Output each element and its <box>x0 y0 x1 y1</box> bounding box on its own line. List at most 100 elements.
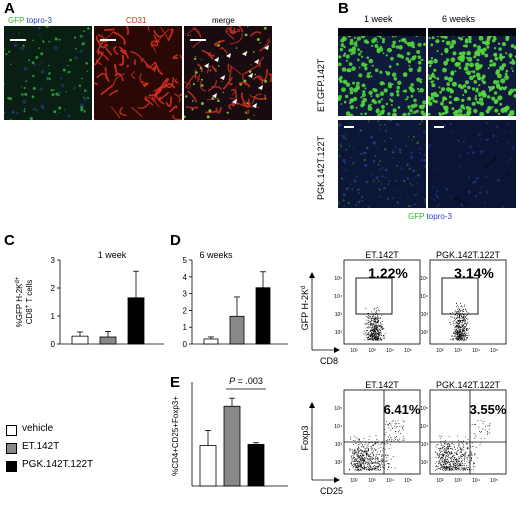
panel-letter-a: A <box>4 0 15 17</box>
flow-y-tick: 10⁵ <box>420 406 428 412</box>
flow-y-tick: 10² <box>421 460 429 466</box>
panel-letter-b: B <box>338 0 349 17</box>
flow-y-tick: 10⁵ <box>334 406 342 412</box>
micrograph-b-pgk-1week <box>338 120 426 208</box>
panel-b-row-label-1: ET.GFP.142T <box>316 58 326 112</box>
y-tick-label: 3 <box>51 256 56 265</box>
legend-swatch-pgk <box>6 461 17 472</box>
flow-y-tick: 10³ <box>335 312 343 318</box>
micrograph-b-et-1week <box>338 28 426 116</box>
y-axis-label: CD8+ T cells <box>25 280 34 325</box>
bar <box>203 338 219 345</box>
flow-y-arrowhead <box>309 272 315 278</box>
flow-x-tick: 10⁵ <box>490 348 498 354</box>
merge-label: merge <box>212 16 235 25</box>
flow-x-tick: 10⁴ <box>472 478 480 484</box>
flow-x-tick: 10⁵ <box>490 478 498 484</box>
panel-b-legend-gfp: GFP <box>408 212 425 221</box>
panel-b-col-label-2: 6 weeks <box>442 14 476 24</box>
chart-title: 6 weeks <box>199 250 233 260</box>
flow-x-tick: 10⁴ <box>386 348 394 354</box>
legend-label-et142t: ET.142T <box>22 441 60 452</box>
flow-y-tick: 10² <box>421 330 429 336</box>
flow-plot-title: PGK.142T.122T <box>436 380 501 390</box>
flow-x-tick: 10⁵ <box>404 348 412 354</box>
flow-plots-e: Foxp3 CD25 ET.142T 10² 10² 10³ 10³ 10⁴ 10⁴ 10⁵ 10⁵… <box>300 380 507 496</box>
panel-b-legend: GFP topro-3 <box>408 212 452 221</box>
bar <box>71 335 89 345</box>
flow-y-tick: 10³ <box>421 442 429 448</box>
flow-x-arrowhead <box>334 477 340 483</box>
panel-b-row-label-2: PGK.142T.122T <box>316 135 326 200</box>
flow-percent: 3.14% <box>454 265 494 281</box>
flow-x-tick: 10³ <box>368 478 376 484</box>
scale-bar <box>10 39 26 41</box>
flow-y-axis-label: Foxp3 <box>300 425 310 450</box>
flow-x-tick: 10³ <box>454 348 462 354</box>
gfp-label: GFP <box>8 16 25 25</box>
p-value-annotation: P = .003 <box>229 376 263 386</box>
flow-x-tick: 10² <box>436 478 444 484</box>
scale-bar <box>100 39 116 41</box>
flow-y-tick: 10² <box>335 330 343 336</box>
flow-percent: 3.55% <box>470 402 507 417</box>
flow-percent: 6.41% <box>384 402 421 417</box>
flow-x-axis-label: CD25 <box>320 486 343 496</box>
flow-x-tick: 10⁵ <box>404 478 412 484</box>
flow-y-tick: 10⁵ <box>420 276 428 282</box>
flow-y-tick: 10⁵ <box>334 276 342 282</box>
bar <box>199 445 217 487</box>
y-tick-label: 0 <box>183 340 188 349</box>
micrograph-b-et-6weeks <box>428 28 516 116</box>
bar <box>247 444 265 487</box>
legend-label-vehicle: vehicle <box>22 423 54 434</box>
flow-x-tick: 10³ <box>454 478 462 484</box>
flow-y-axis-label: GFP H-2Kd <box>300 286 310 331</box>
flow-x-tick: 10⁴ <box>472 348 480 354</box>
flow-percent: 1.22% <box>368 265 408 281</box>
flow-y-tick: 10² <box>335 460 343 466</box>
panel-letter-d: D <box>170 232 181 249</box>
flow-y-tick: 10⁴ <box>334 424 342 430</box>
flow-plot-title: ET.142T <box>365 380 399 390</box>
panel-b-legend-topro: topro-3 <box>426 212 452 221</box>
scale-bar <box>434 126 444 128</box>
topro-label: topro-3 <box>26 16 52 25</box>
bar <box>127 297 145 345</box>
flow-y-tick: 10³ <box>421 312 429 318</box>
flow-plots-d: GFP H-2Kd CD8 ET.142T 10² 10² 10³ 10³ 10⁴ 10⁴ 10⁵… <box>300 250 507 366</box>
micrograph-b-pgk-6weeks <box>428 120 516 208</box>
micrograph-a-cd31 <box>94 26 182 120</box>
micrograph-a-merge <box>184 26 272 120</box>
panel-letter-e: E <box>170 374 181 391</box>
bar <box>223 405 241 487</box>
panel-a-gfp-topro-header: GFP topro-3 <box>8 16 52 25</box>
y-tick-label: 0 <box>51 340 56 349</box>
scale-bar <box>190 39 206 41</box>
flow-x-tick: 10³ <box>368 348 376 354</box>
legend-swatch-vehicle <box>6 425 17 436</box>
flow-y-tick: 10⁴ <box>420 294 428 300</box>
chart-title: 1 week <box>98 250 127 260</box>
flow-y-tick: 10³ <box>335 442 343 448</box>
bar <box>229 315 245 345</box>
cd31-label: CD31 <box>126 16 147 25</box>
flow-x-tick: 10² <box>350 478 358 484</box>
bar-chart-d: 0 1 2 3 4 5 6 weeks <box>183 250 288 349</box>
panel-b-col-label-1: 1 week <box>364 14 393 24</box>
bar-chart-c: 0 1 2 3 1 week %GFP H-2Kd+CD8+ T cells <box>15 250 164 349</box>
bar <box>255 287 271 345</box>
flow-y-tick: 10⁴ <box>420 424 428 430</box>
panel-letter-c: C <box>4 232 15 249</box>
flow-x-tick: 10² <box>436 348 444 354</box>
micrograph-a-gfp <box>4 26 92 120</box>
flow-plot-title: ET.142T <box>365 250 399 260</box>
flow-x-arrowhead <box>334 347 340 353</box>
flow-plot-frame <box>343 259 421 345</box>
flow-x-tick: 10⁴ <box>386 478 394 484</box>
y-tick-label: 5 <box>183 256 188 265</box>
y-tick-label: 1 <box>183 323 188 332</box>
y-tick-label: 2 <box>183 306 188 315</box>
y-tick-label: 2 <box>51 284 56 293</box>
flow-plot-title: PGK.142T.122T <box>436 250 501 260</box>
